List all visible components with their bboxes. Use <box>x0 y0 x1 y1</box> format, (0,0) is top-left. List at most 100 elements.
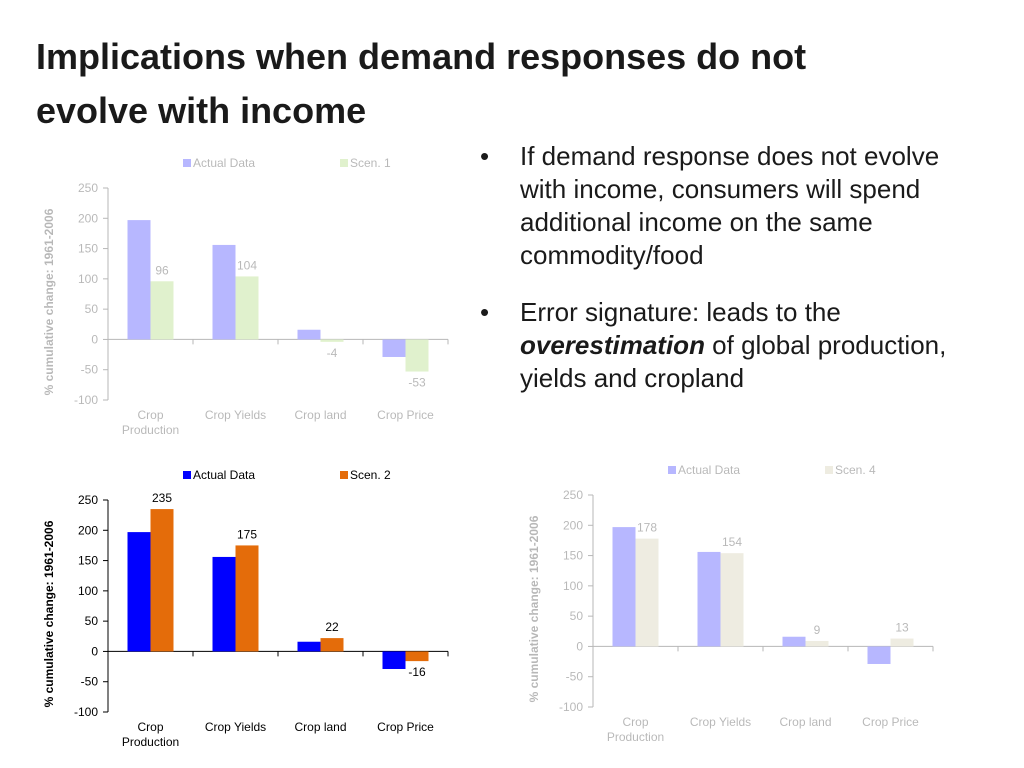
chart-svg: Actual Data Scen. 1 250 200 150 100 50 0 -50 -100… <box>42 156 449 437</box>
bullet-text: If demand response does not evolve with … <box>520 141 940 270</box>
data-label: 13 <box>895 621 909 635</box>
legend-swatch <box>340 159 348 167</box>
x-category-label: Production <box>122 735 179 749</box>
bullet-item: • If demand response does not evolve wit… <box>480 140 980 272</box>
bar-scenario <box>720 553 744 647</box>
legend-label: Scen. 2 <box>350 468 391 482</box>
x-category-label: Crop Yields <box>205 408 266 422</box>
x-category-label: Crop Price <box>377 408 434 422</box>
y-tick-label: 100 <box>78 272 98 286</box>
data-label: 96 <box>155 263 169 277</box>
legend-label: Actual Data <box>678 463 740 477</box>
y-tick-label: 50 <box>85 614 99 628</box>
bar-actual <box>127 532 151 652</box>
y-tick-label: 50 <box>85 302 99 316</box>
y-tick-label: 250 <box>78 181 98 195</box>
x-category-label: Crop <box>137 720 163 734</box>
legend-label: Scen. 4 <box>835 463 876 477</box>
bar-actual <box>382 651 406 669</box>
x-category-label: Crop land <box>294 720 346 734</box>
bullet-emphasis: overestimation <box>520 330 705 360</box>
x-category-label: Crop <box>622 715 648 729</box>
y-tick-label: 0 <box>576 639 583 653</box>
bar-scenario <box>635 538 659 647</box>
bar-actual <box>867 646 891 664</box>
data-label: 178 <box>637 521 657 535</box>
legend-label: Scen. 1 <box>350 156 391 170</box>
bullet-text-after: of global production, yields and croplan… <box>520 330 947 393</box>
legend-swatch <box>825 466 833 474</box>
data-label: 235 <box>152 491 172 505</box>
data-label: -16 <box>408 665 426 679</box>
x-category-label: Production <box>122 423 179 437</box>
bullet-dot-icon: • <box>480 297 490 327</box>
data-label: -4 <box>327 346 338 360</box>
bar-actual <box>212 556 236 652</box>
x-category-label: Crop Yields <box>690 715 751 729</box>
bar-actual <box>212 244 236 340</box>
legend-swatch <box>668 466 676 474</box>
legend-swatch <box>183 159 191 167</box>
bar-scenario <box>405 651 429 662</box>
slide-title: Implications when demand responses do no… <box>36 30 936 138</box>
bar-scenario <box>890 638 914 647</box>
y-tick-label: 50 <box>570 609 584 623</box>
bar-actual <box>782 636 806 647</box>
y-tick-label: 200 <box>78 211 98 225</box>
bar-actual <box>612 527 636 647</box>
y-tick-label: 0 <box>91 644 98 658</box>
y-tick-label: -50 <box>81 363 99 377</box>
y-tick-label: 250 <box>78 493 98 507</box>
bullet-text-before: Error signature: leads to the <box>520 297 841 327</box>
bar-scenario <box>320 638 344 652</box>
bar-actual <box>127 220 151 340</box>
y-tick-label: -100 <box>74 705 98 719</box>
bar-scenario <box>235 276 259 340</box>
y-axis-title: % cumulative change: 1961-2006 <box>42 520 56 707</box>
y-tick-label: 100 <box>563 579 583 593</box>
y-tick-label: 150 <box>78 242 98 256</box>
bullet-dot-icon: • <box>480 141 490 171</box>
data-label: 154 <box>722 535 742 549</box>
x-category-label: Crop Yields <box>205 720 266 734</box>
bar-actual <box>382 339 406 357</box>
y-tick-label: 200 <box>78 523 98 537</box>
x-category-label: Crop Price <box>862 715 919 729</box>
chart-scenario-4: Actual Data Scen. 4 250 200 150 100 50 0 -50 -100… <box>523 457 943 757</box>
chart-svg: Actual Data Scen. 4 250 200 150 100 50 0 -50 -100… <box>527 463 934 744</box>
bar-actual <box>297 641 321 652</box>
x-category-label: Crop land <box>294 408 346 422</box>
x-category-label: Crop Price <box>377 720 434 734</box>
bar-scenario <box>405 339 429 372</box>
y-tick-label: -50 <box>566 670 584 684</box>
y-tick-label: -50 <box>81 675 99 689</box>
data-label: 22 <box>325 620 339 634</box>
slide-title-line-2: evolve with income <box>36 90 367 131</box>
data-label: 9 <box>814 623 821 637</box>
y-tick-label: 100 <box>78 584 98 598</box>
y-tick-label: 0 <box>91 332 98 346</box>
y-tick-label: -100 <box>74 393 98 407</box>
chart-scenario-1: Actual Data Scen. 1 250 200 150 100 50 0 -50 -100… <box>38 150 458 450</box>
y-tick-label: 150 <box>563 549 583 563</box>
legend-swatch <box>340 471 348 479</box>
legend-swatch <box>183 471 191 479</box>
x-category-label: Production <box>607 730 664 744</box>
bullet-item: • Error signature: leads to the overesti… <box>480 296 980 395</box>
x-category-label: Crop <box>137 408 163 422</box>
data-label: -53 <box>408 376 426 390</box>
bullet-list: • If demand response does not evolve wit… <box>480 140 980 419</box>
chart-svg: Actual Data Scen. 2 250 200 150 100 50 0 -50 -100… <box>42 468 449 749</box>
bar-actual <box>297 329 321 340</box>
y-axis-title: % cumulative change: 1961-2006 <box>527 515 541 702</box>
data-label: 175 <box>237 527 257 541</box>
y-tick-label: 250 <box>563 488 583 502</box>
legend-label: Actual Data <box>193 156 255 170</box>
y-tick-label: 150 <box>78 554 98 568</box>
y-tick-label: 200 <box>563 518 583 532</box>
legend-label: Actual Data <box>193 468 255 482</box>
chart-scenario-2: Actual Data Scen. 2 250 200 150 100 50 0 -50 -100… <box>38 462 458 762</box>
data-label: 104 <box>237 258 257 272</box>
bar-scenario <box>150 281 174 340</box>
x-category-label: Crop land <box>779 715 831 729</box>
